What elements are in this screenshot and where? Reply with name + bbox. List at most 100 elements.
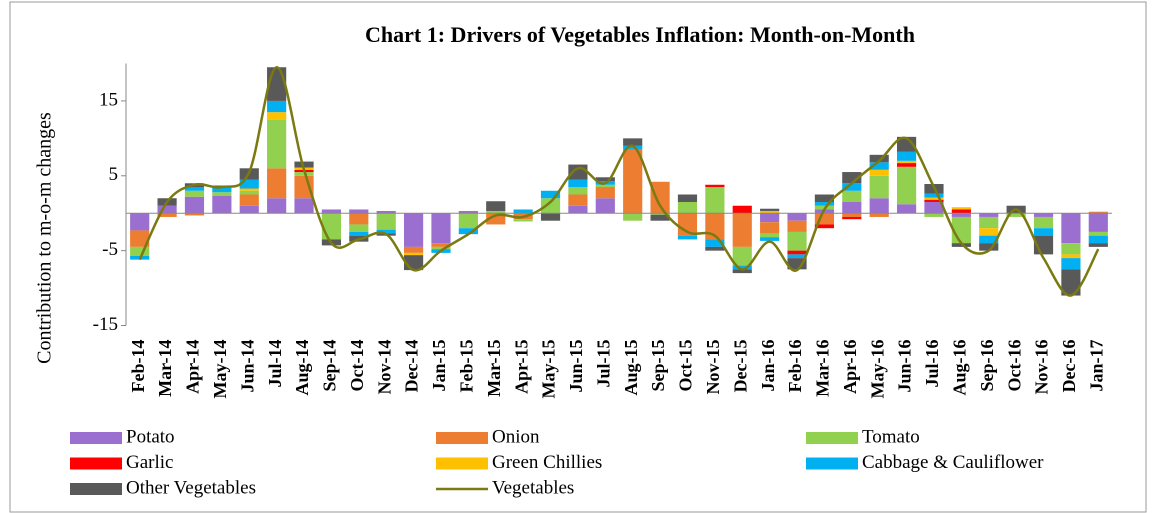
bar-segment [595, 184, 615, 188]
x-tick-label: Apr-15 [511, 340, 531, 394]
bar-segment [431, 246, 451, 250]
x-tick-label: Jun-14 [237, 340, 257, 393]
bar-segment [184, 187, 205, 191]
legend-label: Vegetables [492, 477, 574, 498]
bar-segment [1088, 211, 1108, 214]
bar-segment [267, 168, 287, 199]
bar-segment [184, 196, 205, 214]
bar-segment [1061, 269, 1081, 296]
bar-segment [705, 184, 725, 188]
legend-swatch [436, 457, 488, 470]
bar-segment [1061, 243, 1081, 255]
x-tick-label: Jul-16 [922, 340, 942, 388]
bar-segment [513, 219, 533, 222]
bar-segment [212, 187, 232, 193]
bar-segment [157, 205, 177, 214]
bar-segment [431, 243, 451, 247]
x-tick-label: Nov-15 [703, 340, 723, 395]
bar-segment [458, 213, 478, 229]
bar-segment [267, 100, 287, 113]
bar-segment [294, 198, 314, 214]
bar-segment [979, 243, 999, 251]
bar-segment [760, 208, 780, 211]
bar-segment [349, 213, 369, 225]
bar-segment [1088, 243, 1108, 247]
bar-segment [732, 269, 752, 274]
bar-segment [349, 231, 369, 236]
bar-segment [650, 213, 670, 215]
bar-segment [814, 201, 835, 206]
x-tick-label: Mar-15 [484, 340, 504, 397]
legend-label: Garlic [126, 452, 173, 473]
bar-segment [677, 235, 698, 240]
bar-segment [1033, 228, 1054, 236]
bar-segment [787, 231, 807, 251]
bar-segment [842, 213, 862, 217]
bar-segment [1033, 216, 1054, 229]
x-tick-label: Aug-14 [292, 340, 312, 396]
bar-segment [869, 213, 889, 217]
bar-segment [212, 192, 232, 196]
x-tick-label: Mar-14 [155, 340, 175, 397]
bar-segment [321, 209, 342, 214]
legend-label: Potato [126, 426, 175, 447]
bar-segment [896, 166, 917, 205]
bar-segment [896, 151, 917, 161]
bar-segment [842, 183, 862, 191]
x-tick-label: Oct-16 [1004, 340, 1024, 392]
bar-segment [212, 195, 232, 214]
bar-segment [732, 265, 752, 270]
bar-segment [540, 198, 561, 214]
bar-segment [842, 216, 862, 220]
bar-segment [979, 213, 999, 217]
bar-segment [924, 197, 944, 200]
bar-segment [157, 213, 177, 217]
bar-segment [842, 201, 862, 214]
legend-label: Green Chillies [492, 452, 602, 473]
x-tick-label: Nov-14 [374, 340, 394, 395]
x-tick-label: Jan-15 [429, 340, 449, 392]
bar-segment [760, 213, 780, 223]
x-tick-label: Sep-14 [320, 340, 340, 392]
bar-segment [814, 224, 835, 229]
bar-segment [705, 187, 725, 214]
x-tick-label: Jul-15 [593, 340, 613, 388]
x-tick-label: Mar-16 [813, 340, 833, 397]
bar-segment [595, 198, 615, 214]
bar-segment [403, 213, 424, 247]
bar-segment [979, 235, 999, 244]
x-tick-label: Apr-14 [183, 340, 203, 394]
bar-segment [787, 213, 807, 221]
bar-segment [486, 210, 506, 214]
bar-segment [842, 190, 862, 202]
legend-label: Other Vegetables [126, 477, 256, 498]
bar-segment [951, 207, 971, 210]
bar-segment [787, 220, 807, 232]
bar-segment [184, 213, 205, 216]
bar-segment [568, 179, 588, 188]
bar-segment [979, 228, 999, 236]
chart-title: Chart 1: Drivers of Vegetables Inflation… [365, 22, 915, 47]
x-tick-label: Jun-16 [895, 340, 915, 393]
bar-segment [896, 160, 917, 164]
x-tick-label: Jan-16 [758, 340, 778, 392]
bar-segment [349, 209, 369, 214]
legend-swatch [70, 457, 122, 470]
x-tick-label: Dec-15 [730, 340, 750, 393]
bar-segment [540, 190, 561, 199]
x-tick-label: Apr-16 [840, 340, 860, 394]
bar-segment [623, 145, 643, 150]
bar-segment [239, 179, 259, 189]
x-tick-label: Aug-15 [621, 340, 641, 396]
bar-segment [842, 172, 862, 184]
bar-segment [705, 246, 725, 251]
bar-segment [130, 246, 150, 256]
bar-segment [239, 194, 259, 206]
bar-segment [677, 201, 698, 214]
bar-segment [732, 205, 752, 214]
x-tick-label: Feb-14 [128, 340, 148, 393]
legend-label: Tomato [862, 426, 920, 447]
bar-segment [924, 201, 944, 214]
legend-label: Onion [492, 426, 540, 447]
bar-segment [924, 199, 944, 202]
